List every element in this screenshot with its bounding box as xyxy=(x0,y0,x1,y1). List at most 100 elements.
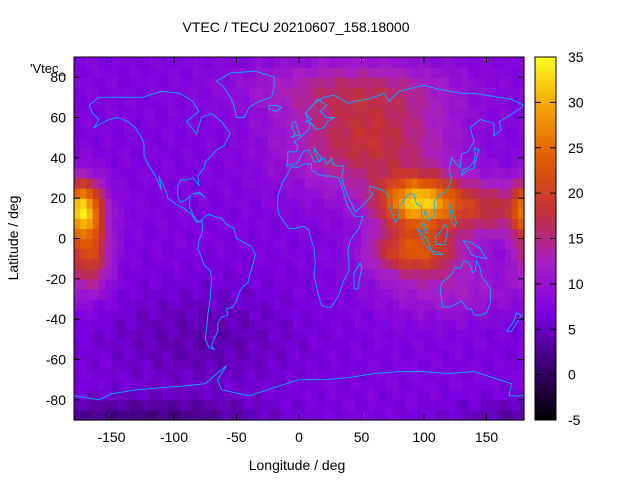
heatmap-cell xyxy=(455,107,463,119)
heatmap-cell xyxy=(511,228,519,240)
heatmap-cell xyxy=(142,399,150,411)
heatmap-cell xyxy=(292,228,300,240)
heatmap-cell xyxy=(217,77,225,88)
heatmap-cell xyxy=(242,258,250,270)
heatmap-cell xyxy=(517,117,525,129)
heatmap-cell xyxy=(124,147,131,159)
heatmap-cell xyxy=(230,77,238,88)
heatmap-cell xyxy=(142,77,150,88)
heatmap-cell xyxy=(92,87,100,98)
heatmap-cell xyxy=(305,167,313,179)
heatmap-cell xyxy=(349,198,356,209)
heatmap-cell xyxy=(367,218,375,230)
heatmap-cell xyxy=(86,369,94,381)
heatmap-cell xyxy=(311,359,319,371)
heatmap-cell xyxy=(367,258,375,270)
heatmap-cell xyxy=(299,339,306,351)
heatmap-cell xyxy=(317,389,325,401)
heatmap-cell xyxy=(499,309,506,320)
heatmap-cell xyxy=(242,67,250,78)
heatmap-cell xyxy=(467,228,475,240)
heatmap-cell xyxy=(305,268,313,280)
heatmap-cell xyxy=(486,319,494,330)
heatmap-cell xyxy=(461,278,469,290)
heatmap-cell xyxy=(424,167,431,179)
heatmap-cell xyxy=(361,97,369,109)
heatmap-cell xyxy=(249,409,256,421)
heatmap-cell xyxy=(236,57,244,68)
heatmap-cell xyxy=(255,97,263,109)
heatmap-cell xyxy=(317,67,325,78)
heatmap-cell xyxy=(280,147,288,159)
heatmap-cell xyxy=(230,117,238,129)
heatmap-cell xyxy=(511,198,519,209)
heatmap-cell xyxy=(317,278,325,290)
heatmap-cell xyxy=(192,309,200,320)
heatmap-cell xyxy=(305,299,313,310)
heatmap-cell xyxy=(92,349,100,361)
heatmap-cell xyxy=(467,157,475,169)
heatmap-cell xyxy=(355,409,363,421)
heatmap-cell xyxy=(211,147,219,159)
heatmap-cell xyxy=(86,67,94,78)
heatmap-cell xyxy=(99,319,106,330)
heatmap-cell xyxy=(124,87,131,98)
colorbar-tick-label: 35 xyxy=(568,49,584,65)
heatmap-cell xyxy=(236,188,244,199)
heatmap-cell xyxy=(230,147,238,159)
heatmap-cell xyxy=(80,87,88,98)
heatmap-cell xyxy=(186,248,194,260)
heatmap-cell xyxy=(430,329,438,340)
heatmap-cell xyxy=(205,339,213,351)
heatmap-cell xyxy=(99,198,106,209)
heatmap-cell xyxy=(249,268,256,280)
heatmap-cell xyxy=(136,198,144,209)
heatmap-cell xyxy=(142,319,150,330)
heatmap-cell xyxy=(336,278,344,290)
heatmap-cell xyxy=(505,238,513,250)
heatmap-cell xyxy=(230,399,238,411)
heatmap-cell xyxy=(411,359,419,371)
heatmap-cell xyxy=(74,349,81,361)
heatmap-cell xyxy=(449,147,456,159)
heatmap-cell xyxy=(224,107,231,119)
heatmap-cell xyxy=(386,319,394,330)
heatmap-cell xyxy=(449,67,456,78)
heatmap-cell xyxy=(74,178,81,189)
heatmap-cell xyxy=(155,57,163,68)
heatmap-cell xyxy=(374,389,381,401)
heatmap-cell xyxy=(324,107,331,119)
heatmap-cell xyxy=(149,329,156,340)
heatmap-cell xyxy=(255,399,263,411)
heatmap-cell xyxy=(99,178,106,189)
heatmap-cell xyxy=(286,389,294,401)
heatmap-cell xyxy=(249,157,256,169)
coastline xyxy=(439,259,491,316)
heatmap-cell xyxy=(199,399,206,411)
heatmap-cell xyxy=(105,339,113,351)
heatmap-cell xyxy=(267,389,275,401)
heatmap-cell xyxy=(467,238,475,250)
heatmap-cell xyxy=(180,379,188,391)
heatmap-cell xyxy=(274,389,281,401)
heatmap-cell xyxy=(74,117,81,129)
heatmap-cell xyxy=(511,339,519,351)
heatmap-cell xyxy=(174,349,181,361)
heatmap-cell xyxy=(205,268,213,280)
heatmap-cell xyxy=(430,379,438,391)
heatmap-cell xyxy=(480,258,488,270)
heatmap-cell xyxy=(349,339,356,351)
heatmap-cell xyxy=(367,77,375,88)
heatmap-cell xyxy=(174,288,181,300)
heatmap-cell xyxy=(305,178,313,189)
heatmap-cell xyxy=(299,349,306,361)
heatmap-cell xyxy=(386,379,394,391)
heatmap-cell xyxy=(274,107,281,119)
heatmap-cell xyxy=(474,87,481,98)
heatmap-cell xyxy=(80,107,88,119)
heatmap-cell xyxy=(480,137,488,149)
heatmap-cell xyxy=(161,178,169,189)
heatmap-cell xyxy=(411,349,419,361)
heatmap-cell xyxy=(486,127,494,139)
heatmap-cell xyxy=(492,309,500,320)
